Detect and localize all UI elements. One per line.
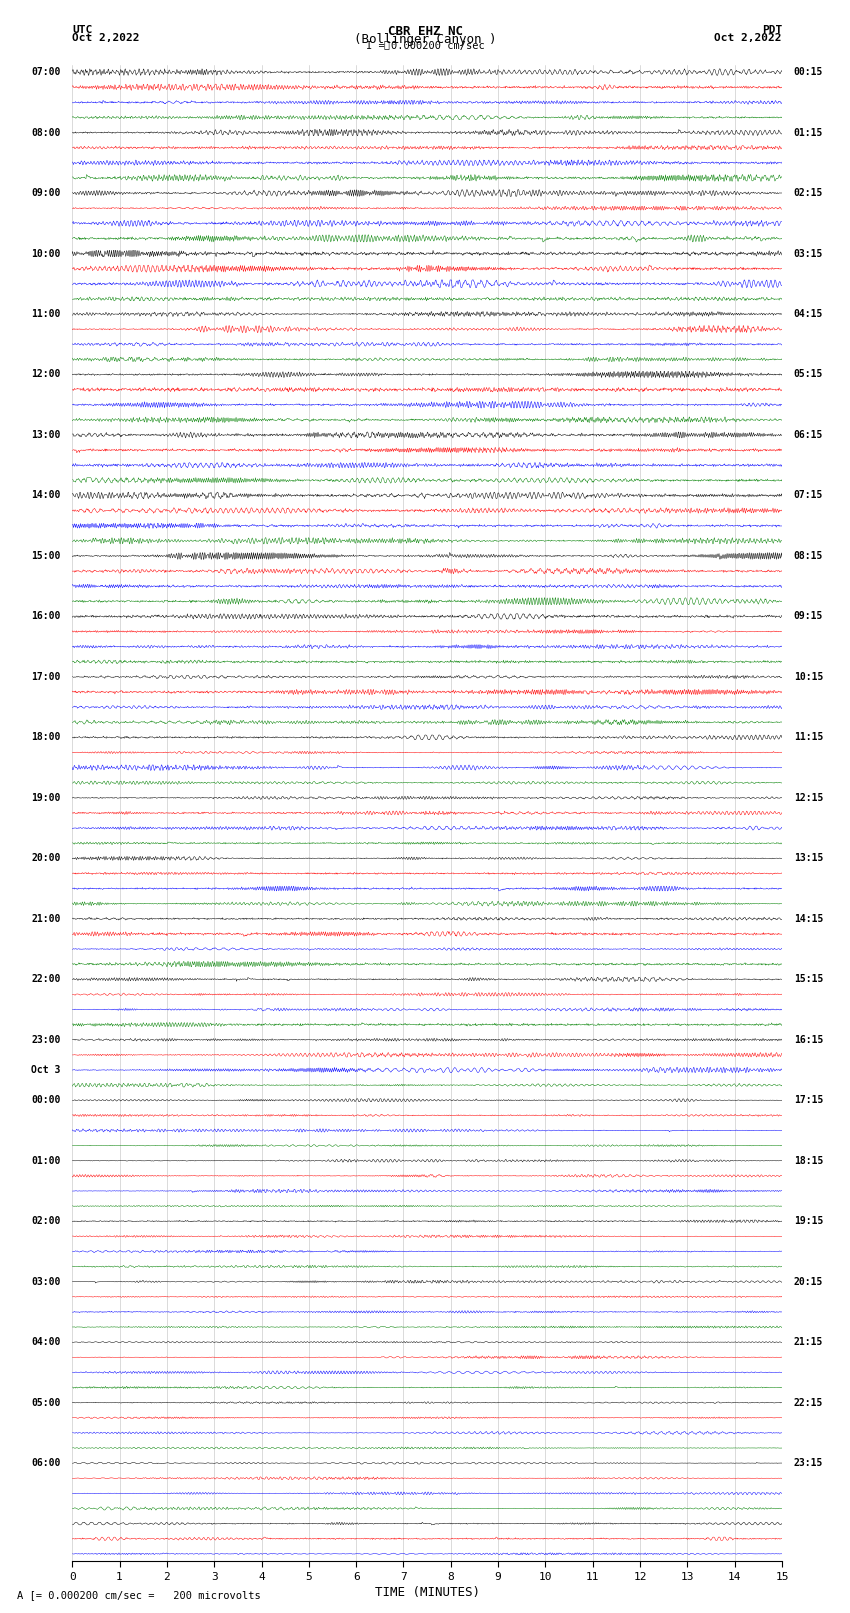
Text: 21:00: 21:00 [31,915,60,924]
Text: 22:00: 22:00 [31,974,60,984]
Text: 22:15: 22:15 [794,1397,823,1408]
Text: 02:00: 02:00 [31,1216,60,1226]
Text: 09:00: 09:00 [31,189,60,198]
Text: 12:15: 12:15 [794,794,823,803]
Text: Oct 2,2022: Oct 2,2022 [715,32,782,44]
Text: 15:15: 15:15 [794,974,823,984]
Text: 01:00: 01:00 [31,1155,60,1166]
Text: 12:00: 12:00 [31,369,60,379]
Text: 01:15: 01:15 [794,127,823,137]
Text: 03:15: 03:15 [794,248,823,258]
Text: 16:00: 16:00 [31,611,60,621]
Text: 13:15: 13:15 [794,853,823,863]
Text: 14:15: 14:15 [794,915,823,924]
Text: 03:00: 03:00 [31,1276,60,1287]
Text: 02:15: 02:15 [794,189,823,198]
Text: 04:15: 04:15 [794,310,823,319]
Text: 08:15: 08:15 [794,552,823,561]
Text: 04:00: 04:00 [31,1337,60,1347]
Text: 08:00: 08:00 [31,127,60,137]
Text: (Bollinger Canyon ): (Bollinger Canyon ) [354,32,496,47]
Text: PDT: PDT [762,24,782,35]
Text: CBR EHZ NC: CBR EHZ NC [388,24,462,39]
Text: 17:15: 17:15 [794,1095,823,1105]
X-axis label: TIME (MINUTES): TIME (MINUTES) [375,1586,479,1598]
Text: 13:00: 13:00 [31,431,60,440]
Text: 09:15: 09:15 [794,611,823,621]
Text: 19:00: 19:00 [31,794,60,803]
Text: Oct 2,2022: Oct 2,2022 [72,32,139,44]
Text: 16:15: 16:15 [794,1036,823,1045]
Text: 20:00: 20:00 [31,853,60,863]
Text: 21:15: 21:15 [794,1337,823,1347]
Text: 19:15: 19:15 [794,1216,823,1226]
Text: 15:00: 15:00 [31,552,60,561]
Text: ⎳: ⎳ [384,39,389,50]
Text: 07:15: 07:15 [794,490,823,500]
Text: 05:15: 05:15 [794,369,823,379]
Text: I = 0.000200 cm/sec: I = 0.000200 cm/sec [366,40,484,52]
Text: 18:00: 18:00 [31,732,60,742]
Text: 17:00: 17:00 [31,673,60,682]
Text: A [= 0.000200 cm/sec =   200 microvolts: A [= 0.000200 cm/sec = 200 microvolts [17,1590,261,1600]
Text: 00:15: 00:15 [794,68,823,77]
Text: 20:15: 20:15 [794,1276,823,1287]
Text: 10:15: 10:15 [794,673,823,682]
Text: 11:15: 11:15 [794,732,823,742]
Text: 06:00: 06:00 [31,1458,60,1468]
Text: 00:00: 00:00 [31,1095,60,1105]
Text: 14:00: 14:00 [31,490,60,500]
Text: 18:15: 18:15 [794,1155,823,1166]
Text: 23:15: 23:15 [794,1458,823,1468]
Text: 10:00: 10:00 [31,248,60,258]
Text: 06:15: 06:15 [794,431,823,440]
Text: Oct 3: Oct 3 [31,1065,60,1074]
Text: 11:00: 11:00 [31,310,60,319]
Text: UTC: UTC [72,24,93,35]
Text: 07:00: 07:00 [31,68,60,77]
Text: 23:00: 23:00 [31,1036,60,1045]
Text: 05:00: 05:00 [31,1397,60,1408]
